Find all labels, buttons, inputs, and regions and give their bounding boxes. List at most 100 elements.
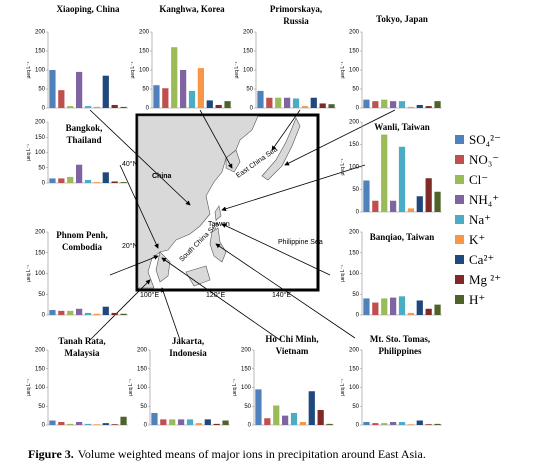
map-label: Taiwan (208, 221, 230, 228)
bar (310, 97, 317, 108)
bar (76, 308, 83, 315)
bar (328, 104, 335, 108)
y-tick-label: 50 (352, 292, 359, 298)
bar (290, 413, 298, 425)
map-label: 140°E (272, 291, 291, 299)
bar-chart: 0 50 100 150 200 µeq L⁻¹ Wanli, Taiwan (340, 120, 442, 216)
bar (381, 134, 388, 212)
bar (111, 424, 118, 425)
bar (372, 302, 379, 315)
bar (120, 106, 127, 108)
bar (372, 200, 379, 212)
y-tick-label: 50 (244, 404, 251, 410)
bar (434, 101, 441, 108)
bar (434, 423, 441, 425)
chart-title: Vietnam (276, 346, 309, 356)
y-tick-label: 0 (356, 210, 360, 216)
y-tick-label: 150 (35, 135, 46, 141)
legend-label: NO₃⁻ (469, 152, 499, 167)
bar (49, 70, 56, 108)
y-tick-label: 0 (356, 313, 360, 319)
bar (215, 104, 222, 108)
bar (224, 101, 231, 108)
legend-label: Cl⁻ (469, 172, 488, 187)
bar (67, 423, 74, 425)
bar (398, 296, 406, 315)
y-tick-label: 200 (35, 230, 46, 236)
bar (273, 405, 280, 425)
y-tick-label: 150 (137, 366, 148, 372)
bar (398, 146, 406, 212)
chart-title: Malaysia (65, 348, 100, 358)
chart-title: Tokyo, Japan (376, 14, 428, 24)
bar (58, 178, 65, 183)
chart-title: Primorskaya, (270, 4, 322, 14)
bar (284, 97, 291, 108)
legend-swatch (455, 255, 464, 264)
bar-chart: 0 50 100 150 200 µeq L⁻¹ Kanghwa, Korea (130, 4, 232, 112)
y-tick-label: 200 (35, 120, 46, 126)
y-tick-label: 150 (349, 49, 360, 55)
caption: Figure 3. Volume weighted means of major … (28, 447, 426, 461)
bar-chart: 0 50 100 150 200 µeq L⁻¹ Jakarta, Indonesia (128, 336, 230, 429)
y-tick-label: 50 (352, 187, 359, 193)
bar (84, 423, 92, 425)
bar (180, 70, 187, 108)
bar (381, 99, 388, 108)
bar (84, 106, 92, 108)
y-tick-label: 100 (35, 271, 46, 277)
bar (381, 298, 388, 315)
y-tick-label: 150 (349, 250, 360, 256)
legend-label: Na⁺ (469, 212, 491, 227)
legend-label: H⁺ (469, 292, 485, 307)
legend-label: Ca²⁺ (469, 252, 494, 267)
chart-title: Mt. Sto. Tomas, (370, 334, 430, 344)
legend-swatch (455, 135, 464, 144)
y-tick-label: 0 (42, 423, 46, 429)
legend-swatch (455, 155, 464, 164)
legend-swatch (455, 175, 464, 184)
bar (416, 300, 423, 315)
y-tick-label: 50 (352, 404, 359, 410)
y-axis-label: µeq L⁻¹ (128, 379, 134, 396)
y-tick-label: 100 (35, 68, 46, 74)
bar (67, 176, 74, 183)
map (135, 113, 320, 292)
y-tick-label: 150 (139, 49, 150, 55)
y-tick-label: 50 (38, 292, 45, 298)
y-axis-label: µeq L⁻¹ (340, 158, 346, 175)
y-axis-label: µeq L⁻¹ (130, 61, 136, 78)
bar (67, 106, 74, 108)
y-tick-label: 150 (243, 49, 254, 55)
legend-label: Mg ²⁺ (469, 272, 501, 287)
bar (93, 106, 100, 108)
caption-text: Volume weighted means of major ions in p… (78, 447, 426, 461)
bar (151, 413, 158, 425)
bar (169, 419, 176, 425)
bar-chart: 0 50 100 150 200 µeq L⁻¹ Tanah Rata, Malaysia (26, 336, 128, 429)
bar (282, 415, 289, 425)
chart-title: Indonesia (169, 348, 207, 358)
bar (178, 419, 185, 425)
bar-chart: 0 50 100 150 200 µeq L⁻¹ Phnom Penh, Combodia (26, 230, 128, 319)
y-axis-label: µeq L⁻¹ (232, 379, 238, 396)
bar-chart: 0 50 100 150 200 µeq L⁻¹ Ho Chi Minh, Vietnam (232, 334, 334, 429)
chart-title: Phnom Penh, (56, 230, 108, 240)
bar (93, 424, 100, 425)
bar (407, 208, 414, 212)
bar (84, 179, 92, 183)
bar (67, 310, 74, 315)
y-tick-label: 200 (349, 348, 360, 354)
bar (416, 104, 423, 108)
bar (425, 178, 432, 212)
chart-title: Tanah Rata, (58, 336, 105, 346)
bar (186, 419, 194, 425)
legend-label: SO₄²⁻ (469, 132, 501, 147)
bar (407, 312, 414, 315)
y-tick-label: 200 (139, 30, 150, 36)
bar (381, 423, 388, 425)
bar (264, 418, 271, 425)
bar (416, 420, 423, 425)
map-label: 120°E (206, 291, 225, 299)
